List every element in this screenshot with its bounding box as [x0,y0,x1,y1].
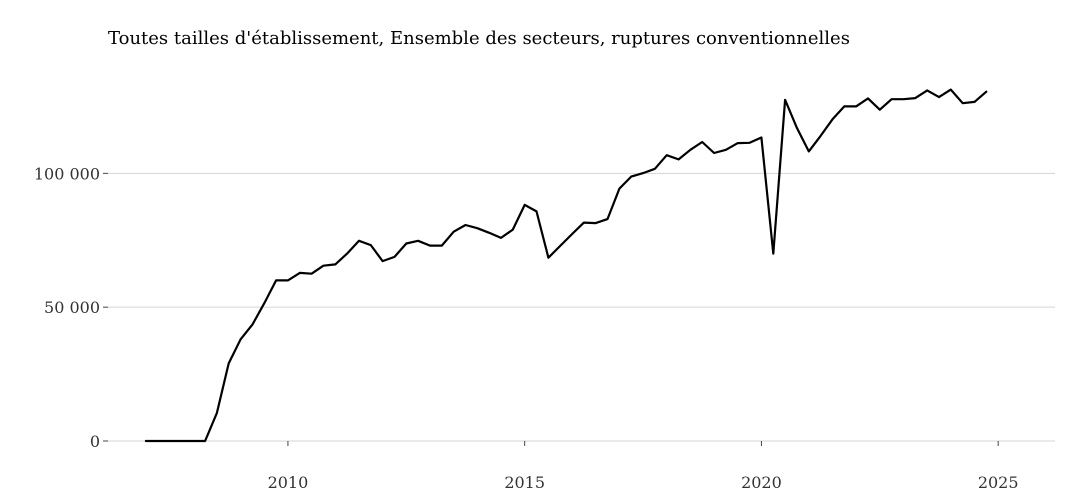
x-tick-label: 2015 [504,473,545,492]
x-axis: 2010 2015 2020 2025 [268,441,1019,492]
series-line [144,88,988,443]
x-tick-label: 2010 [268,473,309,492]
gridlines [108,172,1055,442]
y-tick-label: 100 000 [34,164,100,183]
x-tick-label: 2025 [978,473,1019,492]
chart-title: Toutes tailles d'établissement, Ensemble… [108,28,850,49]
y-tick-label: 0 [90,432,100,451]
y-axis: 0 50 000 100 000 [34,164,108,451]
y-tick-label: 50 000 [44,298,100,317]
x-tick-label: 2020 [741,473,782,492]
series-layer [144,88,988,443]
